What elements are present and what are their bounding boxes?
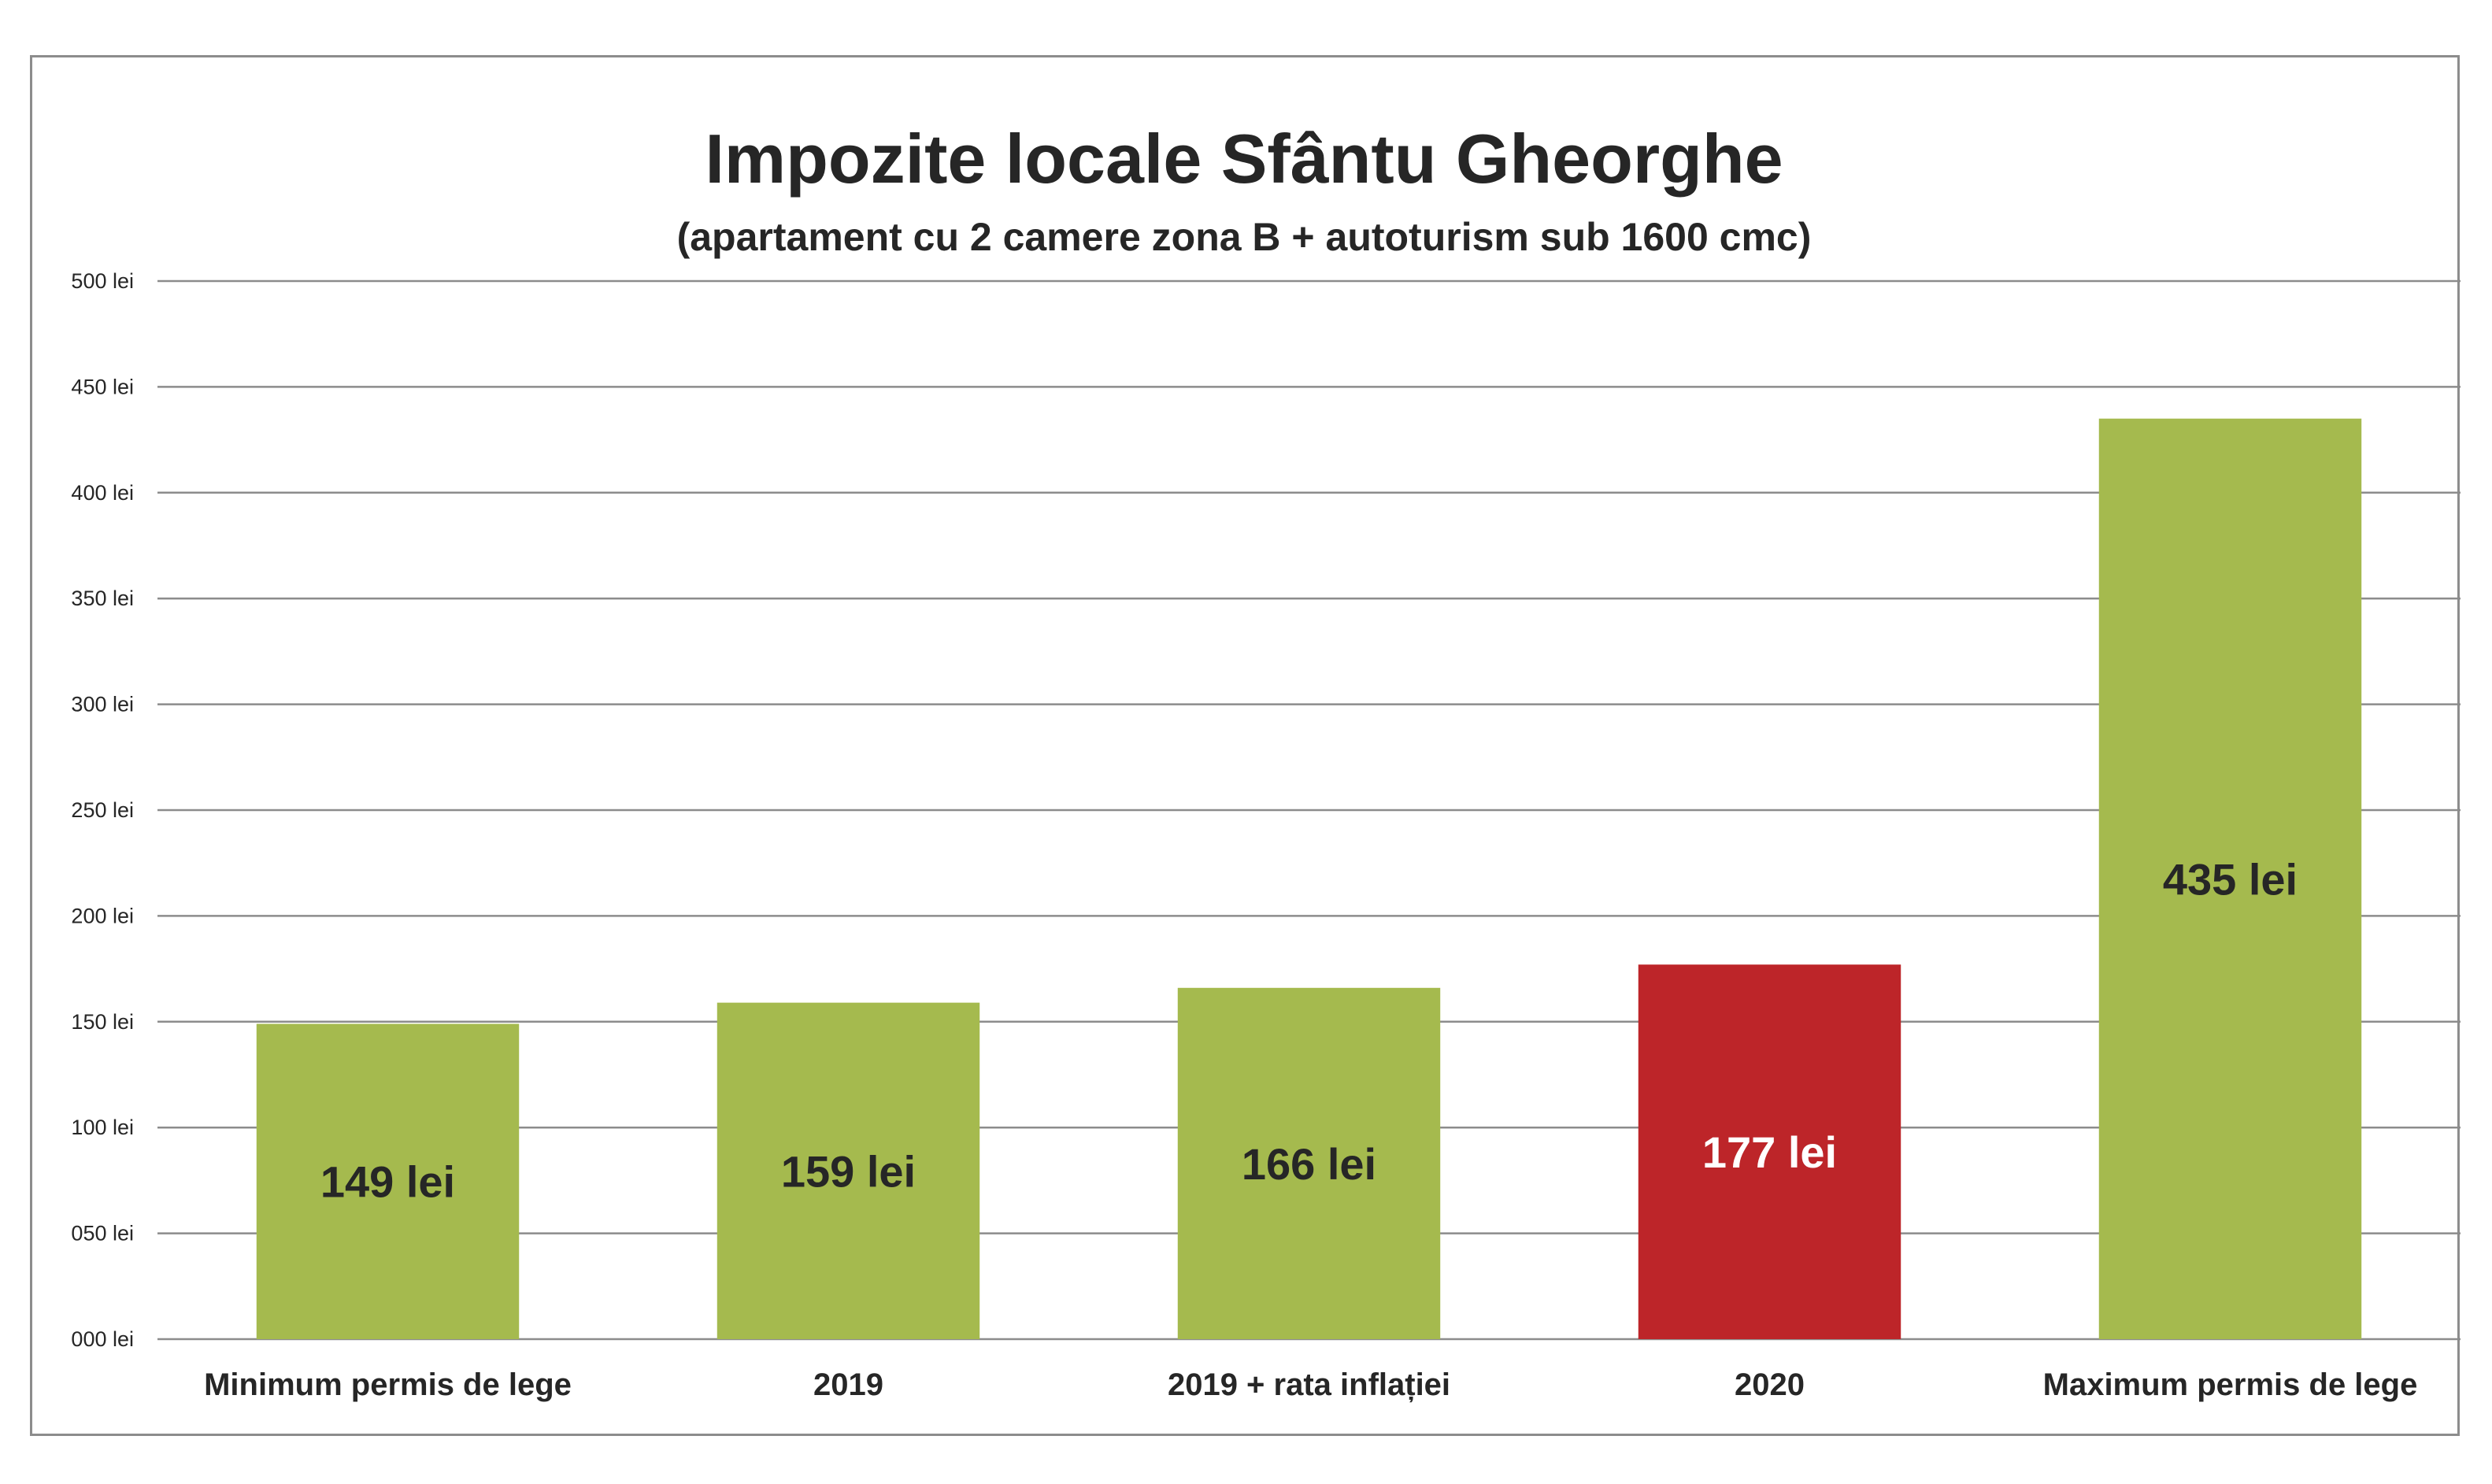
data-label: 435 lei [2163, 854, 2298, 904]
chart-frame [30, 55, 2460, 1436]
y-tick-label: 300 lei [71, 693, 134, 716]
bar [1638, 964, 1901, 1339]
category-label: Minimum permis de lege [204, 1367, 572, 1402]
x-axis-categories: Minimum permis de lege 2019 2019 + rata in… [204, 1367, 2417, 1402]
category-label: 2020 [1735, 1367, 1805, 1402]
chart-subtitle: (apartament cu 2 camere zona B + autotur… [677, 215, 1812, 259]
data-label: 177 lei [1702, 1127, 1837, 1177]
bar [2098, 418, 2362, 1339]
data-label: 149 lei [320, 1157, 455, 1207]
y-tick-label: 250 lei [71, 798, 134, 822]
bar [1177, 987, 1441, 1339]
y-axis-ticks: 000 lei 050 lei 100 lei 150 lei 200 lei 250 l… [71, 269, 134, 1351]
y-tick-label: 100 lei [71, 1116, 134, 1139]
y-tick-label: 050 lei [71, 1222, 134, 1245]
y-tick-label: 500 lei [71, 269, 134, 293]
data-labels: 149 lei 159 lei 166 lei 177 lei 435 lei [320, 854, 2298, 1206]
y-tick-label: 350 lei [71, 587, 134, 610]
category-label: Maximum permis de lege [2043, 1367, 2418, 1402]
bars [256, 418, 2362, 1339]
y-tick-label: 450 lei [71, 375, 134, 398]
data-label: 166 lei [1242, 1139, 1376, 1189]
bar [716, 1002, 980, 1339]
bar [256, 1023, 520, 1339]
data-label: 159 lei [781, 1146, 916, 1196]
category-label: 2019 + rata inflației [1168, 1367, 1450, 1402]
gridlines [157, 279, 2461, 1341]
y-tick-label: 150 lei [71, 1010, 134, 1034]
category-label: 2019 [813, 1367, 883, 1402]
y-tick-label: 200 lei [71, 904, 134, 927]
y-tick-label: 000 lei [71, 1327, 134, 1351]
y-tick-label: 400 lei [71, 481, 134, 505]
chart-title: Impozite locale Sfântu Gheorghe [705, 120, 1783, 198]
